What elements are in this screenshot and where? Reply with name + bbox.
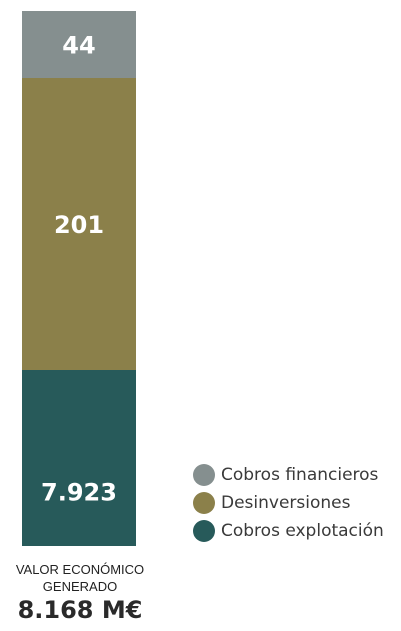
total-value: 8.168 M€ bbox=[17, 596, 143, 624]
legend-swatch-cobros-explotacion bbox=[193, 520, 215, 542]
bar-segment-cobros-explotacion bbox=[22, 370, 136, 546]
bar-segment-label: 44 bbox=[62, 32, 95, 60]
legend-label-cobros-financieros: Cobros financieros bbox=[221, 465, 379, 485]
bar-segment-label: 7.923 bbox=[41, 478, 117, 506]
bar-segment-cobros-financieros bbox=[22, 11, 136, 78]
total-caption: VALOR ECONÓMICO GENERADO bbox=[0, 561, 160, 595]
total-caption-line2: GENERADO bbox=[42, 579, 118, 594]
legend-label-cobros-explotacion: Cobros explotación bbox=[221, 521, 384, 541]
total-caption-line1: VALOR ECONÓMICO bbox=[15, 562, 145, 577]
bar-segment-label: 201 bbox=[54, 211, 104, 239]
legend-swatch-cobros-financieros bbox=[193, 464, 215, 486]
bar-segment-desinversiones bbox=[22, 78, 136, 370]
legend-item-cobros-financieros: Cobros financieros bbox=[193, 461, 384, 489]
legend-label-desinversiones: Desinversiones bbox=[221, 493, 351, 513]
legend: Cobros financieros Desinversiones Cobros… bbox=[193, 461, 384, 545]
legend-swatch-desinversiones bbox=[193, 492, 215, 514]
legend-item-desinversiones: Desinversiones bbox=[193, 489, 384, 517]
legend-item-cobros-explotacion: Cobros explotación bbox=[193, 517, 384, 545]
